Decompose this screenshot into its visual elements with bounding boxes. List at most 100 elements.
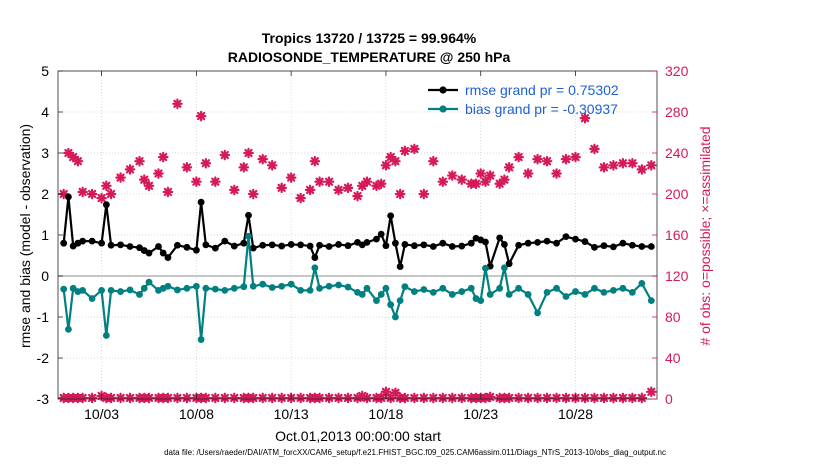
bias-point: [230, 284, 238, 292]
obs-assimilated-marker: [627, 392, 638, 404]
obs-possible-series: [58, 98, 657, 204]
rmse-point: [505, 260, 513, 268]
bias-point: [107, 286, 115, 294]
obs-assimilated-marker: [124, 392, 136, 404]
bias-point: [477, 297, 485, 304]
x-tick-label: 10/23: [463, 406, 498, 422]
obs-possible-marker: [361, 176, 373, 187]
rmse-point: [297, 241, 305, 249]
rmse-point: [245, 211, 252, 219]
obs-possible-marker: [124, 164, 136, 175]
bias-point: [240, 283, 248, 291]
obs-possible-marker: [86, 188, 98, 200]
obs-possible-marker: [323, 176, 335, 187]
obs-possible-marker: [513, 151, 524, 163]
bias-point: [65, 325, 72, 333]
bias-point: [373, 297, 380, 304]
y-left-tick-label: 2: [41, 186, 49, 202]
y-left-tick-label: -3: [37, 391, 50, 407]
bias-point: [420, 286, 428, 293]
rmse-point: [628, 241, 636, 249]
bias-point: [136, 291, 143, 298]
obs-possible-marker: [380, 160, 392, 171]
data-file-footnote: data file: /Users/raeder/DAI/ATM_forcXX/…: [164, 448, 666, 457]
bias-point: [628, 289, 636, 296]
rmse-point: [174, 241, 181, 249]
y-right-tick-label: 160: [665, 227, 689, 243]
rmse-point: [126, 243, 134, 250]
bias-point: [311, 264, 319, 272]
rmse-point: [65, 193, 72, 201]
rmse-point: [420, 241, 428, 249]
obs-possible-marker: [266, 160, 278, 171]
obs-possible-marker: [437, 176, 449, 187]
bias-point: [79, 286, 87, 294]
bias-point: [268, 284, 276, 291]
obs-possible-marker: [475, 168, 487, 179]
obs-possible-marker: [352, 190, 363, 202]
chart-title-line2: RADIOSONDE_TEMPERATURE @ 250 hPa: [228, 49, 511, 65]
obs-possible-marker: [428, 155, 439, 167]
bias-point: [60, 285, 68, 293]
obs-assimilated-marker: [219, 392, 231, 404]
rmse-point: [515, 241, 523, 249]
obs-possible-marker: [257, 153, 269, 165]
obs-assimilated-marker: [532, 392, 543, 404]
obs-possible-marker: [532, 153, 543, 165]
obs-assimilated-marker: [86, 392, 98, 404]
obs-assimilated-marker: [409, 392, 420, 404]
bias-point: [69, 284, 77, 292]
rmse-point: [439, 239, 447, 247]
obs-assimilated-marker: [522, 392, 534, 404]
bias-point: [524, 291, 532, 298]
rmse-point: [145, 249, 153, 257]
rmse-point: [344, 242, 352, 250]
obs-possible-marker: [304, 184, 316, 196]
bias-point: [197, 336, 205, 343]
rmse-point: [610, 243, 617, 251]
bias-point: [325, 282, 333, 290]
obs-possible-marker: [77, 186, 88, 198]
rmse-point: [373, 235, 380, 243]
y-right-tick-label: 200: [665, 186, 689, 202]
y-right-tick-label: 0: [665, 391, 673, 407]
bias-point: [278, 282, 286, 290]
obs-assimilated-marker: [115, 392, 126, 404]
bias-point: [392, 313, 399, 321]
obs-assimilated-marker: [247, 392, 259, 404]
obs-assimilated-marker: [437, 392, 449, 404]
obs-assimilated-series: [58, 386, 657, 404]
obs-possible-marker: [285, 172, 297, 183]
rmse-point: [164, 254, 172, 261]
obs-assimilated-marker: [428, 392, 439, 404]
bias-point: [164, 282, 172, 290]
obs-assimilated-marker: [210, 392, 221, 404]
obs-assimilated-marker: [560, 392, 572, 404]
bias-point: [572, 288, 579, 295]
bias-point: [202, 284, 210, 292]
obs-possible-marker: [617, 157, 629, 169]
rmse-point: [335, 241, 342, 248]
obs-assimilated-marker: [513, 392, 524, 404]
obs-assimilated-marker: [456, 392, 468, 404]
obs-assimilated-marker: [276, 392, 287, 404]
bias-point: [174, 286, 181, 294]
obs-possible-marker: [314, 176, 325, 187]
y-right-tick-labels: 0 40 80 120 160 200 240 280 320: [665, 63, 689, 407]
bias-point: [543, 289, 551, 296]
rmse-point: [429, 243, 437, 250]
rmse-point: [581, 238, 589, 245]
obs-possible-marker: [646, 160, 657, 171]
rmse-point: [102, 201, 110, 209]
obs-possible-marker: [375, 178, 387, 190]
obs-assimilated-marker: [418, 392, 430, 404]
bias-point: [140, 284, 148, 292]
obs-possible-marker: [101, 180, 112, 192]
obs-assimilated-marker: [636, 392, 648, 404]
obs-possible-marker: [399, 145, 411, 157]
axis-ticks: [58, 70, 657, 400]
rmse-point: [448, 243, 456, 250]
bias-point: [429, 289, 437, 296]
y-left-tick-label: 0: [41, 268, 49, 284]
bias-point: [287, 280, 295, 288]
